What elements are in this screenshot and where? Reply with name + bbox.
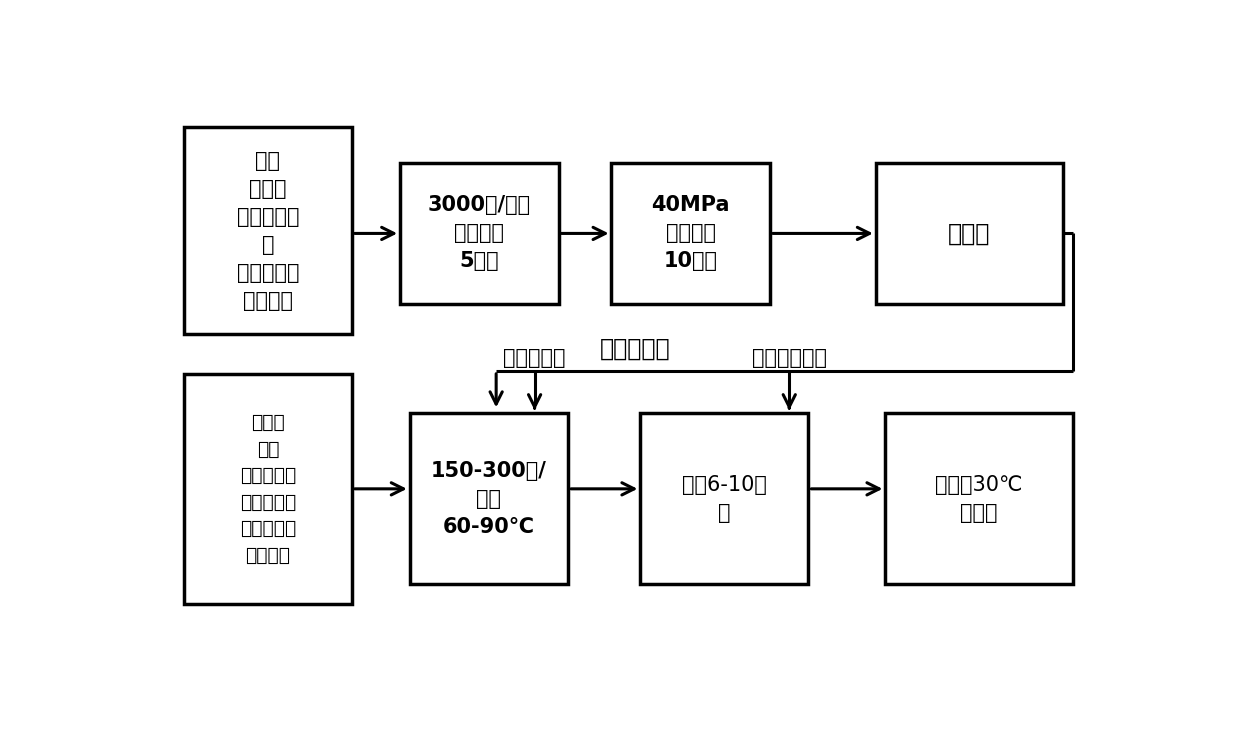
Bar	[611, 163, 770, 303]
Bar	[875, 163, 1063, 303]
Bar	[885, 413, 1073, 584]
Text: 氮气保护下: 氮气保护下	[600, 337, 671, 361]
Text: 滴加引发剂: 滴加引发剂	[503, 348, 565, 368]
Text: 单体
乳化剂
有机助溶剂
水
（按一定比
例混合）: 单体 乳化剂 有机助溶剂 水 （按一定比 例混合）	[237, 151, 299, 311]
Bar	[401, 163, 558, 303]
Bar	[184, 374, 352, 604]
Bar	[184, 127, 352, 335]
Text: 保温6-10小
时: 保温6-10小 时	[682, 475, 766, 523]
Text: 150-300转/
分钟
60-90℃: 150-300转/ 分钟 60-90℃	[432, 461, 547, 537]
Bar	[640, 413, 808, 584]
Text: 降温至30℃
后出料: 降温至30℃ 后出料	[935, 475, 1023, 523]
Text: 预乳液: 预乳液	[949, 222, 991, 246]
Text: 3000转/分钟
高速剪切
5分钟: 3000转/分钟 高速剪切 5分钟	[428, 195, 531, 271]
Text: 滴加链转移剂: 滴加链转移剂	[751, 348, 827, 368]
Text: 40MPa
高压均质
10分钟: 40MPa 高压均质 10分钟	[651, 195, 730, 271]
Text: 预乳液
倒入
带有搅拌、
回流、温度
计、氮气的
四口瓶中: 预乳液 倒入 带有搅拌、 回流、温度 计、氮气的 四口瓶中	[239, 413, 296, 564]
Bar	[409, 413, 568, 584]
